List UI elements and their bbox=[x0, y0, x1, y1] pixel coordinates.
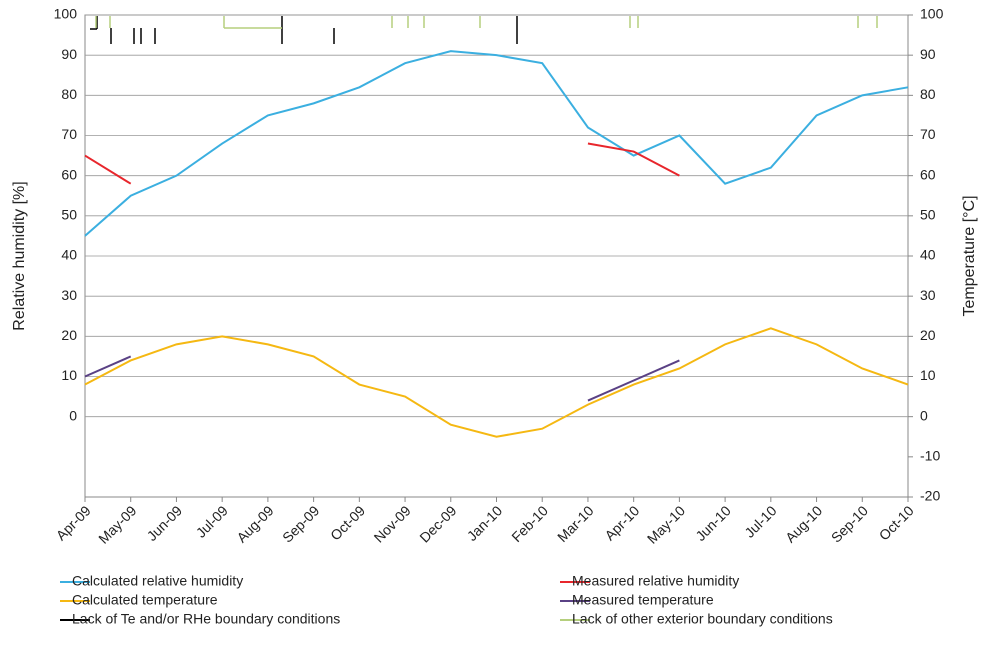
y2-tick-label: 50 bbox=[920, 207, 936, 223]
y2-tick-label: -20 bbox=[920, 488, 940, 504]
x-tick-label: Jun-10 bbox=[692, 502, 734, 544]
y-tick-label: 40 bbox=[61, 247, 77, 263]
x-tick-label: Dec-09 bbox=[416, 502, 459, 545]
x-tick-label: Oct-09 bbox=[327, 502, 368, 543]
x-tick-label: Jul-10 bbox=[741, 502, 779, 540]
x-tick-label: Feb-10 bbox=[508, 502, 551, 545]
y-tick-label: 50 bbox=[61, 207, 77, 223]
legend-label: Lack of Te and/or RHe boundary condition… bbox=[72, 611, 340, 627]
legend-label: Lack of other exterior boundary conditio… bbox=[572, 611, 833, 627]
gap-markers bbox=[90, 16, 878, 44]
legend-label: Calculated relative humidity bbox=[72, 573, 243, 589]
y2-tick-label: 90 bbox=[920, 46, 936, 62]
x-tick-label: Sep-10 bbox=[828, 502, 871, 545]
x-tick-label: Jul-09 bbox=[193, 502, 231, 540]
y-tick-label: 100 bbox=[54, 6, 78, 22]
y2-tick-label: 40 bbox=[920, 247, 936, 263]
y2-tick-label: 70 bbox=[920, 126, 936, 142]
x-tick-label: Apr-09 bbox=[53, 502, 94, 543]
y2-tick-label: 10 bbox=[920, 367, 936, 383]
legend-label: Measured relative humidity bbox=[572, 573, 739, 589]
y2-tick-label: -10 bbox=[920, 448, 940, 464]
y2-tick-label: 100 bbox=[920, 6, 944, 22]
y2-tick-label: 0 bbox=[920, 407, 928, 423]
x-tick-label: Nov-09 bbox=[371, 502, 414, 545]
series-line bbox=[84, 50, 909, 237]
legend-label: Calculated temperature bbox=[72, 592, 218, 608]
y-tick-label: 30 bbox=[61, 287, 77, 303]
y-axis-title: Relative humidity [%] bbox=[11, 181, 28, 330]
x-tick-label: Jan-10 bbox=[464, 502, 506, 544]
y-tick-label: 10 bbox=[61, 367, 77, 383]
y-tick-label: 80 bbox=[61, 86, 77, 102]
x-tick-label: Oct-10 bbox=[876, 502, 917, 543]
x-tick-label: Jun-09 bbox=[144, 502, 186, 544]
y2-tick-label: 30 bbox=[920, 287, 936, 303]
series-line bbox=[84, 327, 909, 438]
legend-label: Measured temperature bbox=[572, 592, 714, 608]
y-tick-label: 20 bbox=[61, 327, 77, 343]
x-tick-label: Aug-10 bbox=[782, 502, 825, 545]
y-tick-label: 90 bbox=[61, 46, 77, 62]
y2-tick-label: 60 bbox=[920, 166, 936, 182]
x-tick-label: Mar-10 bbox=[554, 502, 597, 545]
y-tick-label: 60 bbox=[61, 166, 77, 182]
series-line bbox=[84, 142, 680, 185]
x-tick-label: May-10 bbox=[644, 502, 688, 546]
x-tick-label: Aug-09 bbox=[233, 502, 276, 545]
y2-axis-title: Temperature [°C] bbox=[961, 195, 978, 316]
y2-tick-label: 80 bbox=[920, 86, 936, 102]
x-tick-label: Apr-10 bbox=[601, 502, 642, 543]
y-tick-label: 70 bbox=[61, 126, 77, 142]
y2-tick-label: 20 bbox=[920, 327, 936, 343]
y-tick-label: 0 bbox=[69, 407, 77, 423]
x-tick-label: May-09 bbox=[95, 502, 139, 546]
series-line bbox=[84, 355, 680, 402]
x-tick-label: Sep-09 bbox=[279, 502, 322, 545]
